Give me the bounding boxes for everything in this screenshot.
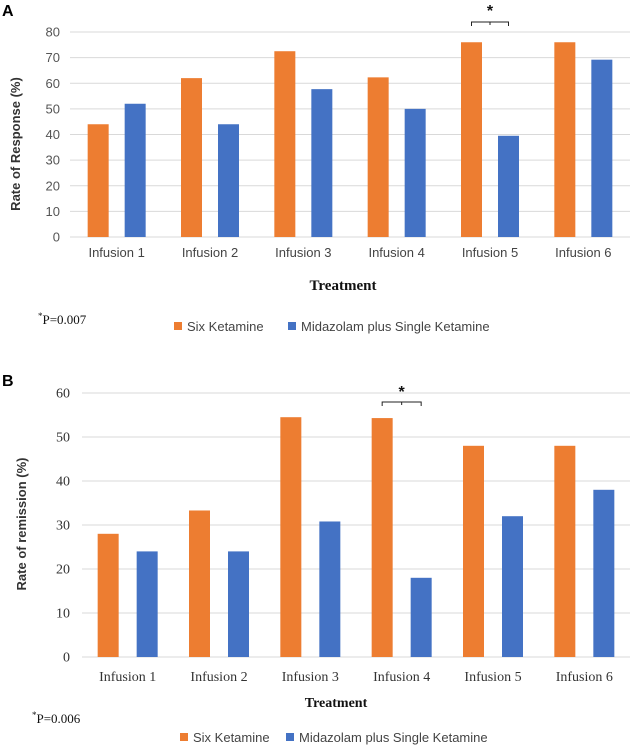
panel-b-bar-midazolam-5 [502,516,523,657]
panel-b-x-tick-label: Infusion 6 [556,670,613,685]
panel-b-bar-six-ketamine-6 [554,445,576,657]
panel-a-legend-swatch-1 [174,322,182,330]
panel-a-bar-six-ketamine-4 [367,77,389,237]
panel-b-y-axis-title: Rate of remission (%) [14,458,29,591]
panel-a-footnote-sup: * [38,311,43,321]
panel-b-x-tick-label: Infusion 3 [282,670,339,685]
panel-a-bar-midazolam-6 [591,59,613,237]
panel-a-y-tick-label: 20 [46,178,60,193]
panel-b-x-tick-label: Infusion 1 [99,670,156,685]
panel-a-x-axis-title: Treatment [310,278,377,294]
panel-a-bar-midazolam-4 [404,108,426,237]
panel-a-bar-midazolam-5 [498,135,519,237]
panel-b-legend-label-2: Midazolam plus Single Ketamine [299,730,488,745]
panel-b-bar-midazolam-1 [136,551,158,657]
panel-b-footnote-text: P=0.006 [37,711,81,726]
panel-b-y-tick-label: 20 [56,563,70,578]
panel-b-y-tick-label: 0 [63,651,70,666]
panel-a-footnote-text: P=0.007 [43,312,87,327]
panel-b-y-tick-label: 50 [56,431,70,446]
panel-a-label: A [2,3,14,20]
panel-a-x-tick-label: Infusion 2 [182,245,238,260]
panel-a-y-tick-label: 60 [46,76,60,91]
panel-b-bar-midazolam-3 [319,521,341,657]
panel-b-bar-six-ketamine-5 [463,445,484,657]
panel-a-x-tick-label: Infusion 6 [555,245,611,260]
panel-a-bar-six-ketamine-2 [181,78,202,237]
panel-b-bar-midazolam-4 [410,577,432,657]
panel-a-bar-midazolam-2 [218,124,239,237]
panel-a-bar-midazolam-1 [124,103,146,237]
panel-a-x-tick-label: Infusion 5 [462,245,518,260]
panel-a-bar-six-ketamine-6 [554,42,576,237]
panel-a-y-tick-label: 30 [46,153,60,168]
panel-a-legend-label-2: Midazolam plus Single Ketamine [301,319,490,334]
panel-a-bar-six-ketamine-5 [461,42,482,237]
panel-a-x-tick-label: Infusion 3 [275,245,331,260]
panel-a-bar-six-ketamine-3 [274,51,296,237]
panel-a-bar-midazolam-3 [311,89,333,237]
panel-b-footnote: *P=0.006 [32,710,81,726]
panel-b-x-axis-title: Treatment [305,696,368,711]
panel-b-bar-six-ketamine-2 [189,510,210,657]
panel-b-legend-swatch-2 [286,733,294,741]
panel-b-legend-label-1: Six Ketamine [193,730,270,745]
panel-b-y-tick-label: 10 [56,607,70,622]
panel-b-legend-swatch-1 [180,733,188,741]
panel-b-significance-bracket [381,401,422,406]
panel-a-legend-label-1: Six Ketamine [187,319,264,334]
panel-a-legend-swatch-2 [288,322,296,330]
svg-text:*P=0.006: *P=0.006 [32,710,81,726]
panel-a-y-tick-label: 70 [46,50,60,65]
panel-b-x-tick-label: Infusion 4 [373,670,430,685]
panel-a-x-tick-label: Infusion 1 [88,245,144,260]
panel-a-y-axis-title: Rate of Response (%) [8,77,23,211]
panel-b-plot: 0 10 20 30 40 50 60 Infusion 1 Infusion 2 Infusio… [56,384,630,685]
panel-b-x-tick-label: Infusion 5 [464,670,521,685]
panel-a-significance-star: * [487,3,494,20]
panel-b-bar-midazolam-2 [228,551,249,657]
panel-a-y-tick-label: 80 [46,25,60,40]
panel-a-plot: 0 10 20 30 40 50 60 70 80 Infusion 1 Infusion 2 Inf… [46,3,630,260]
panel-b-bar-six-ketamine-3 [280,417,302,657]
panel-b-y-tick-label: 60 [56,387,70,402]
panel-a-significance-bracket [471,21,509,26]
svg-text:*P=0.007: *P=0.007 [38,311,87,327]
panel-b-significance-star: * [399,384,406,401]
panel-a-y-tick-label: 0 [53,230,60,245]
panel-b-footnote-sup: * [32,710,37,720]
panel-b-y-tick-label: 30 [56,519,70,534]
panel-a-legend: Six Ketamine Midazolam plus Single Ketam… [174,319,490,334]
panel-b-bar-six-ketamine-4 [371,418,393,657]
panel-b-label: B [2,373,14,390]
panel-a-y-tick-label: 40 [46,127,60,142]
panel-b-bar-six-ketamine-1 [97,533,119,657]
panel-a-footnote: *P=0.007 [38,311,87,327]
panel-a-y-tick-label: 10 [46,204,60,219]
panel-a-x-tick-label: Infusion 4 [368,245,424,260]
panel-b-x-tick-label: Infusion 2 [190,670,247,685]
panel-b-legend: Six Ketamine Midazolam plus Single Ketam… [180,730,488,745]
panel-a-bar-six-ketamine-1 [87,124,109,237]
panel-b-bar-midazolam-6 [593,489,615,657]
panel-b-y-tick-label: 40 [56,475,70,490]
panel-a-y-tick-label: 50 [46,101,60,116]
